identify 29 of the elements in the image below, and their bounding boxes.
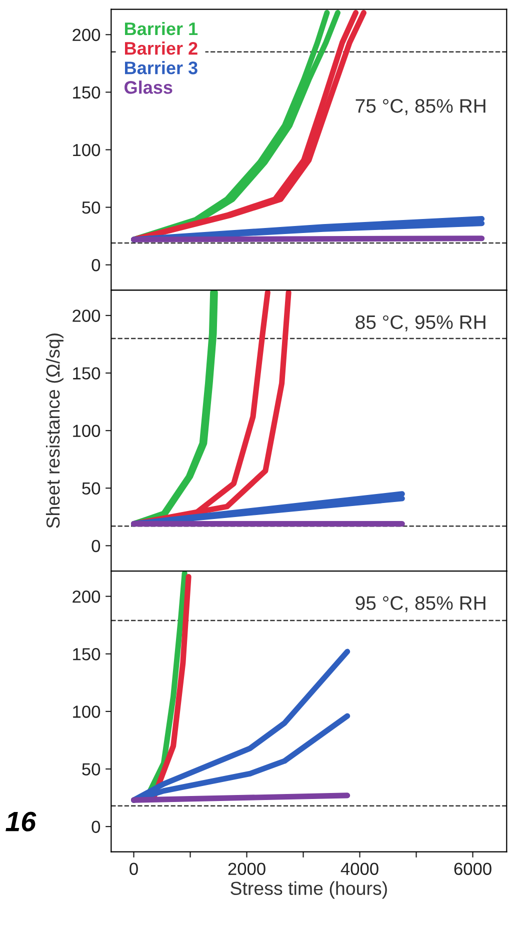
y-tick-label: 100 [73,424,100,438]
text: Barrier 1 [125,22,198,36]
y-tick-label: 150 [73,648,100,660]
y-tick-label: 50 [82,482,100,495]
y-axis-title: Sheet resistance (Ω/sq) [46,334,64,528]
x-tick-label: 4000 [340,862,378,876]
y-tick-label: 50 [82,201,100,214]
text: Barrier 2 [125,41,198,55]
y-tick-label: 200 [72,590,100,603]
y-tick-label: 0 [92,259,100,272]
x-tick-label: 6000 [454,862,492,876]
x-tick-label: 0 [130,862,138,876]
y-tick-label: 50 [82,763,100,776]
text: Barrier 3 [125,61,198,74]
text: Glass [124,80,172,94]
text: 16 [6,812,36,832]
y-tick-label: 200 [72,310,100,322]
y-tick-label: 0 [92,820,100,834]
x-axis-title: Stress time (hours) [230,881,387,899]
x-tick-label: 2000 [228,862,266,876]
y-tick-label: 100 [73,706,100,718]
y-tick-label: 0 [92,540,100,552]
annotation: 95 °C, 85% RH [356,596,486,612]
y-tick-label: 100 [73,144,100,156]
y-tick-label: 150 [73,367,100,380]
annotation: 85 °C, 95% RH [356,315,486,332]
y-tick-label: 200 [72,28,100,42]
y-tick-label: 150 [73,86,100,99]
annotation: 75 °C, 85% RH [356,99,486,116]
